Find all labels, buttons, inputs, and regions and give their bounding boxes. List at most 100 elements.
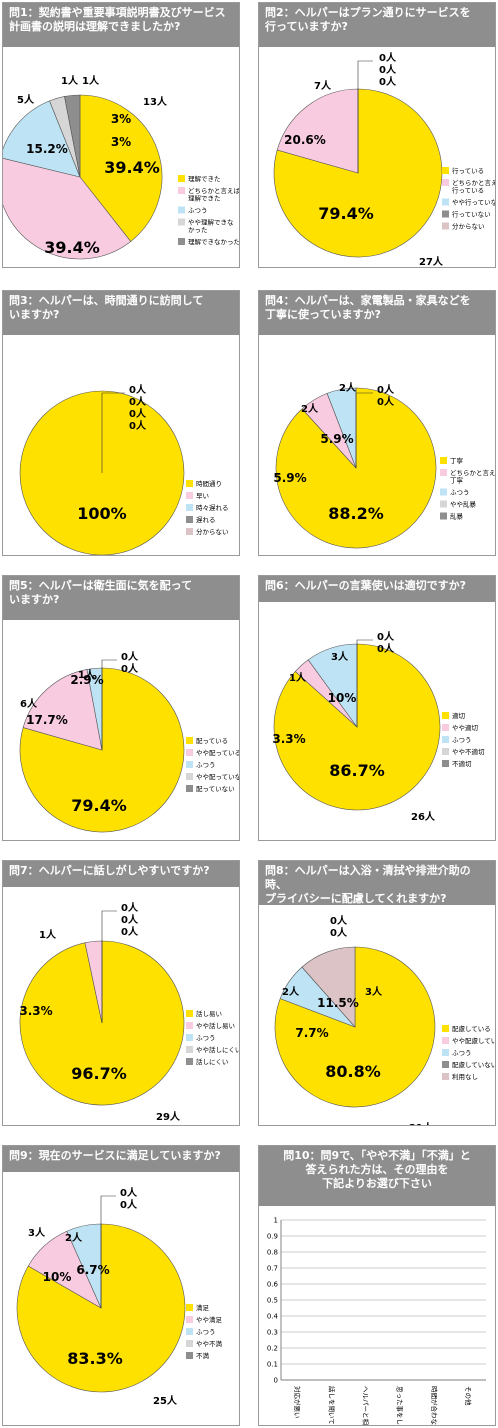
- legend-label: やや配っている: [196, 749, 239, 757]
- percent-label: 6.7%: [76, 1263, 109, 1277]
- legend-label: 満足: [196, 1304, 210, 1312]
- leader-line: [101, 392, 125, 473]
- chart-panel-q8: 問8：ヘルパーは入浴・清拭や排泄介助の時、 プライバシーに配慮してくれますか? 8…: [258, 860, 496, 1126]
- legend-label: 配慮している: [452, 1024, 491, 1033]
- chart-title: 問1：契約書や重要事項説明書及びサービス 計画書の説明は理解できましたか?: [3, 3, 239, 47]
- percent-label: 39.4%: [44, 238, 100, 257]
- legend-swatch: [442, 179, 449, 186]
- legend-label: やや話しにくい: [196, 1045, 239, 1054]
- percent-label: 3%: [111, 112, 131, 126]
- count-label: 0人: [330, 926, 348, 939]
- legend-swatch: [440, 512, 447, 520]
- chart-title: 問9：現在のサービスに満足していますか?: [3, 1146, 239, 1172]
- count-label: 3人: [365, 985, 383, 998]
- percent-label: 79.4%: [318, 204, 374, 223]
- legend-label: 話し易い: [196, 1009, 222, 1018]
- legend-label: 分からない: [196, 527, 229, 536]
- legend-label: 利用なし: [452, 1072, 478, 1081]
- legend-label: 早い: [196, 492, 209, 500]
- pie-slice: [79, 94, 163, 242]
- y-tick-label: 0.1: [267, 1361, 278, 1369]
- count-label: 0人: [377, 395, 395, 408]
- legend-label: 行っている: [452, 166, 484, 175]
- legend-label: 時々遅れる: [196, 504, 229, 512]
- percent-label: 79.4%: [71, 796, 127, 815]
- chart-panel-q3: 問3：ヘルパーは、時間通りに訪問して いますか?100%34人0人0人0人0人時…: [2, 290, 240, 556]
- count-label: 0人: [379, 75, 397, 88]
- chart-panel-q6: 問6：ヘルパーの言葉使いは適切ですか? 86.7% 3.3% 10% 26人 1人 3人 0人…: [258, 575, 496, 841]
- legend-label: 話しにくい: [196, 1057, 228, 1066]
- chart-panel-q9: 問9：現在のサービスに満足していますか? 83.3% 10% 6.7% 25人 3人 2人 0…: [2, 1145, 240, 1426]
- count-label: 21人: [409, 1121, 434, 1125]
- count-label: 2人: [301, 402, 319, 415]
- chart-panel-q5: 問5：ヘルパーは衛生面に気を配って いますか?79.4%17.7%2.9%27人…: [2, 575, 240, 841]
- count-label: 5人: [17, 93, 35, 106]
- chart-canvas: 100%34人0人0人0人0人時間通り早い時々遅れる遅れる分からない: [19, 383, 229, 555]
- chart-title: 問10：問9で、「やや不満」「不満」と 答えられた方は、その理由を 下記よりお選…: [259, 1146, 495, 1206]
- count-label: 3人: [331, 650, 349, 663]
- legend-swatch: [178, 218, 185, 226]
- count-label: 6人: [20, 697, 38, 710]
- count-label: 0人: [121, 650, 139, 663]
- percent-label: 15.2%: [26, 142, 68, 156]
- count-label: 7人: [314, 79, 332, 92]
- legend-label: ふつう: [196, 761, 216, 769]
- legend-swatch: [440, 488, 447, 496]
- percent-label: 5.9%: [320, 432, 353, 446]
- legend-swatch: [186, 480, 193, 487]
- legend-label: 配っている: [196, 737, 228, 745]
- legend-swatch: [442, 1049, 449, 1056]
- percent-label: 86.7%: [329, 761, 385, 780]
- chart-canvas: 88.2%5.9%5.9%30人2人2人0人0人丁寧どちらかと言えば丁寧ふつうや…: [273, 381, 495, 549]
- legend-swatch: [186, 504, 193, 511]
- legend-swatch: [442, 210, 449, 218]
- legend-swatch: [442, 1025, 449, 1032]
- count-label: 1人: [289, 671, 307, 684]
- percent-label: 39.4%: [104, 158, 160, 177]
- percent-label: 100%: [77, 504, 126, 523]
- percent-label: 10%: [328, 691, 357, 705]
- y-tick-label: 0.4: [267, 1313, 279, 1321]
- pie-slice: [326, 387, 357, 469]
- legend-swatch: [186, 773, 193, 780]
- legend-label: どちらかと言えば行っている: [452, 178, 495, 195]
- count-label: 1人: [78, 668, 96, 681]
- pie-slice: [301, 946, 356, 1028]
- legend-label: やや不適切: [452, 747, 485, 756]
- legend-swatch: [442, 167, 449, 174]
- y-tick-label: 0.3: [267, 1329, 278, 1337]
- legend-label: 配慮していない: [452, 1060, 495, 1069]
- legend-label: ふつう: [188, 207, 208, 215]
- percent-label: 83.3%: [67, 1349, 123, 1368]
- legend-swatch: [442, 1061, 449, 1068]
- legend-label: ふつう: [452, 736, 472, 744]
- legend-label: 丁寧: [450, 456, 464, 465]
- count-label: 0人: [377, 642, 395, 655]
- chart-canvas: 0 0.1 0.2 0.3 0.4 0.5 0.6 0.7 0.8 0.9 1 対応が悪い 話しを聞いて…: [267, 1217, 486, 1425]
- count-label: 25人: [153, 1394, 178, 1407]
- percent-label: 3.3%: [19, 1004, 52, 1018]
- count-label: 26人: [411, 810, 436, 823]
- percent-label: 7.7%: [295, 1026, 328, 1040]
- leader-line: [355, 392, 373, 468]
- legend-label: ふつう: [452, 1049, 472, 1057]
- legend-swatch: [178, 175, 185, 182]
- count-label: 3人: [28, 1226, 46, 1239]
- legend-label: 不適切: [452, 759, 472, 768]
- leader-line: [357, 60, 373, 173]
- legend-swatch: [186, 1304, 193, 1311]
- chart-panel-q10: 問10：問9で、「やや不満」「不満」と 答えられた方は、その理由を 下記よりお選…: [258, 1145, 496, 1426]
- chart-canvas: 80.8% 7.7% 11.5% 21人 0人 2人 0人 3人配慮しているやや配慮しているふ…: [274, 914, 495, 1125]
- count-label: 2人: [65, 1231, 83, 1244]
- legend-label: 理解できた: [188, 174, 221, 183]
- pie-slice: [273, 88, 443, 258]
- count-label: 0人: [121, 925, 139, 938]
- chart-title: 問4：ヘルパーは、家電製品・家具などを 丁寧に使っていますか?: [259, 291, 495, 335]
- pie-slice: [22, 669, 103, 751]
- pie-slice: [3, 100, 81, 178]
- x-tick-label: 思った事をしない: [396, 1386, 405, 1425]
- chart-title: 問8：ヘルパーは入浴・清拭や排泄介助の時、 プライバシーに配慮してくれますか?: [259, 861, 495, 905]
- legend-label: 適切: [452, 711, 466, 720]
- legend-label: ふつう: [196, 1034, 216, 1042]
- chart-title: 問5：ヘルパーは衛生面に気を配って いますか?: [3, 576, 239, 620]
